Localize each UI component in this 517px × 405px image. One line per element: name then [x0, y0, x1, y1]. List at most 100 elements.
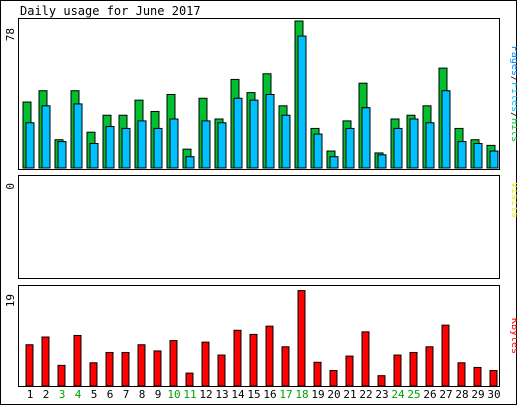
x-tick-label-day-28: 28 [455, 388, 468, 401]
x-tick-label-day-15: 15 [247, 388, 260, 401]
panel-pages-files-hits-max-label: 78 [4, 28, 17, 41]
bar-files-day-23 [377, 154, 387, 169]
x-tick-label-day-19: 19 [311, 388, 324, 401]
bar-kbytes-day-19 [313, 361, 322, 387]
x-tick-label-day-30: 30 [487, 388, 500, 401]
legend-entry-separator-3: / [509, 112, 517, 118]
panel-kbytes-frame [18, 285, 500, 387]
legend-entry-kbytes: KBytes [509, 318, 517, 354]
bar-kbytes-day-29 [473, 366, 482, 387]
bar-files-day-26 [425, 122, 435, 169]
bar-kbytes-day-16 [265, 325, 274, 387]
bar-kbytes-day-17 [281, 346, 290, 387]
bar-kbytes-day-25 [409, 351, 418, 387]
bar-kbytes-day-11 [185, 372, 194, 387]
bar-kbytes-day-12 [201, 341, 210, 387]
bar-files-day-7 [121, 127, 131, 169]
bar-kbytes-day-5 [89, 362, 98, 387]
bar-kbytes-day-22 [361, 331, 370, 387]
x-tick-label-day-29: 29 [471, 388, 484, 401]
x-tick-label-day-1: 1 [27, 388, 34, 401]
bar-kbytes-day-9 [153, 350, 162, 387]
x-tick-label-day-27: 27 [439, 388, 452, 401]
bar-kbytes-day-18 [297, 290, 306, 387]
bar-files-day-4 [73, 103, 83, 169]
bar-files-day-30 [489, 150, 499, 169]
bar-kbytes-day-8 [137, 344, 146, 387]
x-tick-label-day-14: 14 [231, 388, 245, 401]
x-tick-label-day-11: 11 [183, 388, 196, 401]
panel-kbytes-legend: KBytes [509, 318, 517, 354]
bar-files-day-15 [249, 99, 259, 169]
bar-kbytes-day-15 [249, 333, 258, 387]
bar-kbytes-day-3 [57, 364, 66, 387]
bar-kbytes-day-27 [441, 324, 450, 387]
x-tick-label-day-26: 26 [423, 388, 436, 401]
bar-files-day-12 [201, 120, 211, 169]
bar-kbytes-day-10 [169, 340, 178, 387]
x-tick-label-day-20: 20 [327, 388, 340, 401]
bar-files-day-16 [265, 94, 275, 169]
bar-kbytes-day-4 [73, 334, 82, 387]
chart-labels: 78Pages/Files/Hits0Visits19KBytes1234567… [4, 28, 517, 401]
bar-kbytes-day-6 [105, 351, 114, 387]
x-tick-label-day-6: 6 [107, 388, 114, 401]
bar-files-day-18 [297, 35, 307, 169]
bar-files-day-1 [25, 122, 35, 169]
panel-kbytes-max-label: 19 [4, 294, 17, 307]
bar-files-day-10 [169, 118, 179, 169]
bar-files-day-25 [409, 118, 419, 169]
bar-files-day-9 [153, 127, 163, 169]
bar-files-day-3 [57, 141, 67, 169]
bar-files-day-8 [137, 120, 147, 169]
x-tick-label-day-12: 12 [199, 388, 212, 401]
bar-files-day-24 [393, 127, 403, 169]
bar-files-day-28 [457, 141, 467, 169]
bar-files-day-2 [41, 105, 51, 169]
bar-kbytes-day-28 [457, 362, 466, 387]
bar-kbytes-day-23 [377, 375, 386, 387]
bar-kbytes-day-14 [233, 329, 242, 387]
bar-kbytes-day-30 [489, 370, 498, 387]
x-tick-label-day-9: 9 [155, 388, 162, 401]
panel-pages-files-hits-legend: Pages/Files/Hits [509, 46, 517, 142]
x-tick-label-day-10: 10 [167, 388, 180, 401]
bar-kbytes-day-20 [329, 370, 338, 387]
bar-files-day-19 [313, 133, 323, 169]
x-tick-label-day-17: 17 [279, 388, 292, 401]
bar-kbytes-day-21 [345, 355, 354, 387]
x-tick-label-day-4: 4 [75, 388, 82, 401]
legend-entry-pages: Pages [509, 46, 517, 76]
bar-kbytes-day-2 [41, 336, 50, 387]
bar-kbytes-day-7 [121, 351, 130, 387]
x-tick-label-day-16: 16 [263, 388, 276, 401]
chart-marks [22, 20, 499, 387]
x-tick-label-day-3: 3 [59, 388, 66, 401]
bar-kbytes-day-13 [217, 354, 226, 387]
panel-visits-legend: Visits [509, 182, 517, 218]
bar-kbytes-day-24 [393, 354, 402, 387]
chart-title: Daily usage for June 2017 [20, 4, 201, 18]
bar-files-day-17 [281, 114, 291, 169]
legend-entry-hits: Hits [509, 118, 517, 142]
x-tick-label-day-7: 7 [123, 388, 130, 401]
x-tick-label-day-5: 5 [91, 388, 98, 401]
bar-files-day-21 [345, 127, 355, 169]
x-tick-label-day-8: 8 [139, 388, 146, 401]
bar-files-day-6 [105, 126, 115, 169]
panel-visits-frame [18, 175, 500, 279]
x-tick-label-day-13: 13 [215, 388, 228, 401]
x-tick-label-day-24: 24 [391, 388, 405, 401]
bar-kbytes-day-26 [425, 346, 434, 387]
bar-files-day-13 [217, 122, 227, 169]
x-tick-label-day-25: 25 [407, 388, 420, 401]
x-tick-label-day-22: 22 [359, 388, 372, 401]
legend-entry-visits: Visits [509, 182, 517, 218]
panel-visits-max-label: 0 [4, 183, 17, 190]
bar-kbytes-day-1 [25, 344, 34, 387]
bar-files-day-20 [329, 156, 339, 169]
legend-entry-files: Files [509, 82, 517, 112]
bar-files-day-29 [473, 143, 483, 169]
x-tick-label-day-23: 23 [375, 388, 388, 401]
